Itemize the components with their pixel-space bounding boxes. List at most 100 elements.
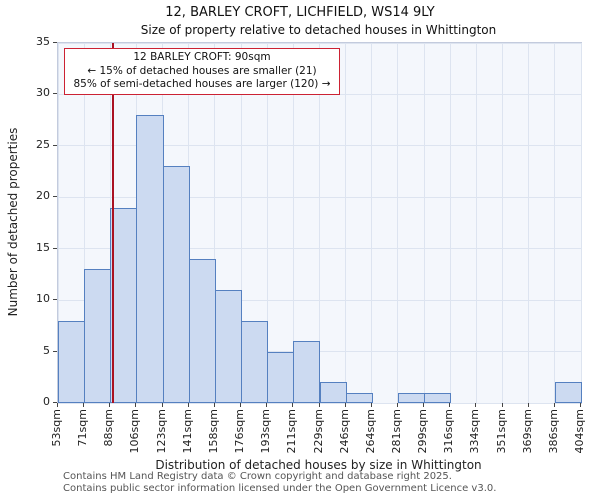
annotation-property-size: 12 BARLEY CROFT: 90sqm <box>133 51 271 63</box>
y-tick-label: 0 <box>43 395 50 408</box>
y-tick-label: 25 <box>36 137 50 151</box>
chart-title: 12, BARLEY CROFT, LICHFIELD, WS14 9LY <box>165 5 435 20</box>
x-gridline <box>240 43 242 403</box>
x-tick-label: 386sqm <box>546 409 560 454</box>
x-tick-label: 281sqm <box>389 409 403 454</box>
x-tick-label: 71sqm <box>76 409 90 447</box>
x-gridline <box>345 43 347 403</box>
y-tick-label: 20 <box>36 189 50 203</box>
x-tick-mark <box>344 403 346 407</box>
x-tick-mark <box>423 403 425 407</box>
x-tick-mark <box>161 403 163 407</box>
x-tick-label: 123sqm <box>154 409 168 454</box>
x-axis-label: Distribution of detached houses by size … <box>155 458 482 472</box>
x-gridline <box>371 43 373 403</box>
x-gridline <box>528 43 530 403</box>
x-tick-mark <box>396 403 398 407</box>
x-tick-label: 351sqm <box>494 409 508 454</box>
x-tick-mark <box>580 403 581 407</box>
x-tick-mark <box>266 403 268 407</box>
x-tick-mark <box>501 403 503 407</box>
x-gridline <box>423 43 425 403</box>
annotation-larger-share: 85% of semi-detached houses are larger (… <box>73 78 331 91</box>
x-tick-label: 53sqm <box>50 409 63 447</box>
x-tick-mark <box>449 403 451 407</box>
histogram-bar-211sqm <box>293 341 321 403</box>
chart-subtitle: Size of property relative to detached ho… <box>140 23 497 37</box>
histogram-bar-246sqm <box>345 392 373 403</box>
plot-area <box>57 42 582 404</box>
histogram-bar-386sqm <box>554 382 582 403</box>
x-gridline <box>58 43 59 403</box>
x-tick-label: 369sqm <box>520 409 534 454</box>
footer-attribution-ogl: Contains public sector information licen… <box>63 483 497 494</box>
property-size-marker-line <box>112 43 115 403</box>
x-tick-label: 299sqm <box>416 409 430 454</box>
y-tick-label: 30 <box>36 86 50 100</box>
x-gridline <box>397 43 399 403</box>
x-gridline <box>266 43 268 403</box>
x-tick-mark <box>83 403 85 407</box>
x-gridline <box>214 43 216 403</box>
y-tick-label: 15 <box>36 240 50 254</box>
histogram-bar-193sqm <box>267 351 295 403</box>
y-axis-label: Number of detached properties <box>6 127 20 317</box>
x-tick-label: 316sqm <box>442 409 456 454</box>
histogram-bar-88sqm <box>110 207 138 403</box>
y-tick-mark <box>53 93 57 95</box>
histogram-bar-176sqm <box>241 320 269 403</box>
histogram-bar-123sqm <box>162 166 190 403</box>
x-gridline <box>319 43 320 403</box>
histogram-bar-71sqm <box>84 269 112 403</box>
y-tick-mark <box>53 247 57 249</box>
y-tick-mark <box>53 299 57 301</box>
x-tick-label: 158sqm <box>206 409 220 454</box>
x-tick-mark <box>292 403 294 407</box>
histogram-bar-229sqm <box>319 382 347 403</box>
footer-attribution-hmlr: Contains HM Land Registry data © Crown c… <box>63 471 452 482</box>
y-gridline <box>58 402 581 404</box>
x-tick-label: 106sqm <box>128 409 142 454</box>
y-tick-mark <box>53 402 57 403</box>
x-gridline <box>580 43 582 403</box>
y-tick-label: 5 <box>43 343 50 357</box>
y-tick-label: 10 <box>36 292 50 306</box>
x-tick-label: 246sqm <box>337 409 351 454</box>
x-tick-mark <box>475 403 477 407</box>
y-tick-label: 35 <box>36 35 50 48</box>
x-tick-mark <box>109 403 111 407</box>
x-tick-mark <box>553 403 555 407</box>
annotation-smaller-share: ← 15% of detached houses are smaller (21… <box>87 64 317 77</box>
x-tick-mark <box>370 403 372 407</box>
y-tick-mark <box>53 144 57 146</box>
histogram-bar-53sqm <box>58 320 86 403</box>
y-tick-mark <box>53 196 57 198</box>
x-tick-mark <box>527 403 529 407</box>
x-gridline <box>554 43 556 403</box>
x-tick-mark <box>240 403 242 407</box>
x-tick-label: 176sqm <box>233 409 246 454</box>
x-gridline <box>83 43 85 403</box>
annotation-box: 12 BARLEY CROFT: 90sqm ← 15% of detached… <box>64 48 340 95</box>
x-gridline <box>449 43 451 403</box>
x-tick-mark <box>57 403 58 407</box>
x-gridline <box>502 43 504 403</box>
x-tick-label: 264sqm <box>363 409 377 454</box>
x-tick-label: 193sqm <box>259 409 273 454</box>
histogram-bar-299sqm <box>424 392 452 403</box>
x-tick-label: 229sqm <box>311 409 325 454</box>
histogram-bar-141sqm <box>188 259 216 403</box>
histogram-bar-106sqm <box>136 115 164 403</box>
x-tick-mark <box>318 403 320 407</box>
x-tick-label: 141sqm <box>180 409 194 454</box>
x-tick-mark <box>213 403 215 407</box>
y-tick-mark <box>53 350 57 352</box>
x-tick-label: 88sqm <box>102 409 116 447</box>
histogram-bar-158sqm <box>214 289 243 403</box>
x-tick-label: 334sqm <box>468 409 482 454</box>
x-gridline <box>475 43 477 403</box>
histogram-bar-281sqm <box>397 392 426 403</box>
x-gridline <box>292 43 294 403</box>
x-tick-label: 211sqm <box>285 409 299 454</box>
